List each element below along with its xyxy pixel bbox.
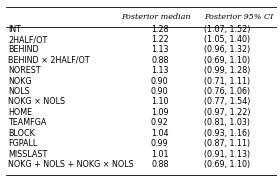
- Text: NOLS: NOLS: [8, 87, 30, 96]
- Text: 0.88: 0.88: [151, 56, 169, 65]
- Text: (1.05, 1.40): (1.05, 1.40): [204, 35, 250, 44]
- Text: (1.07, 1.52): (1.07, 1.52): [204, 25, 250, 34]
- Text: HOME: HOME: [8, 108, 32, 117]
- Text: TEAMFGA: TEAMFGA: [8, 118, 47, 127]
- Text: (0.77, 1.54): (0.77, 1.54): [204, 98, 250, 107]
- Text: BEHIND × 2HALF/OT: BEHIND × 2HALF/OT: [8, 56, 90, 65]
- Text: (0.81, 1.03): (0.81, 1.03): [204, 118, 250, 127]
- Text: 1.13: 1.13: [151, 66, 169, 75]
- Text: BLOCK: BLOCK: [8, 129, 35, 138]
- Text: 0.90: 0.90: [151, 77, 169, 86]
- Text: NOREST: NOREST: [8, 66, 41, 75]
- Text: (0.99, 1.28): (0.99, 1.28): [204, 66, 250, 75]
- Text: 0.88: 0.88: [151, 160, 169, 169]
- Text: 1.13: 1.13: [151, 46, 169, 55]
- Text: Posterior 95% CI: Posterior 95% CI: [205, 13, 274, 21]
- Text: 1.09: 1.09: [151, 108, 169, 117]
- Text: 1.28: 1.28: [151, 25, 169, 34]
- Text: (0.71, 1.11): (0.71, 1.11): [204, 77, 250, 86]
- Text: 2HALF/OT: 2HALF/OT: [8, 35, 48, 44]
- Text: NOKG × NOLS: NOKG × NOLS: [8, 98, 66, 107]
- Text: NOKG: NOKG: [8, 77, 32, 86]
- Text: 1.22: 1.22: [151, 35, 169, 44]
- Text: (0.93, 1.16): (0.93, 1.16): [204, 129, 250, 138]
- Text: (0.87, 1.11): (0.87, 1.11): [204, 139, 250, 148]
- Text: 0.92: 0.92: [151, 118, 169, 127]
- Text: BEHIND: BEHIND: [8, 46, 39, 55]
- Text: 1.01: 1.01: [151, 150, 169, 159]
- Text: (0.76, 1.06): (0.76, 1.06): [204, 87, 250, 96]
- Text: (0.91, 1.13): (0.91, 1.13): [204, 150, 250, 159]
- Text: 0.99: 0.99: [151, 139, 169, 148]
- Text: (0.69, 1.10): (0.69, 1.10): [204, 56, 250, 65]
- Text: Posterior median: Posterior median: [122, 13, 191, 21]
- Text: 1.04: 1.04: [151, 129, 169, 138]
- Text: (0.96, 1.32): (0.96, 1.32): [204, 46, 250, 55]
- Text: 1.10: 1.10: [151, 98, 169, 107]
- Text: (0.97, 1.22): (0.97, 1.22): [204, 108, 250, 117]
- Text: FGPALL: FGPALL: [8, 139, 38, 148]
- Text: INT: INT: [8, 25, 21, 34]
- Text: (0.69, 1.10): (0.69, 1.10): [204, 160, 250, 169]
- Text: NOKG + NOLS + NOKG × NOLS: NOKG + NOLS + NOKG × NOLS: [8, 160, 134, 169]
- Text: MISSLAST: MISSLAST: [8, 150, 48, 159]
- Text: 0.90: 0.90: [151, 87, 169, 96]
